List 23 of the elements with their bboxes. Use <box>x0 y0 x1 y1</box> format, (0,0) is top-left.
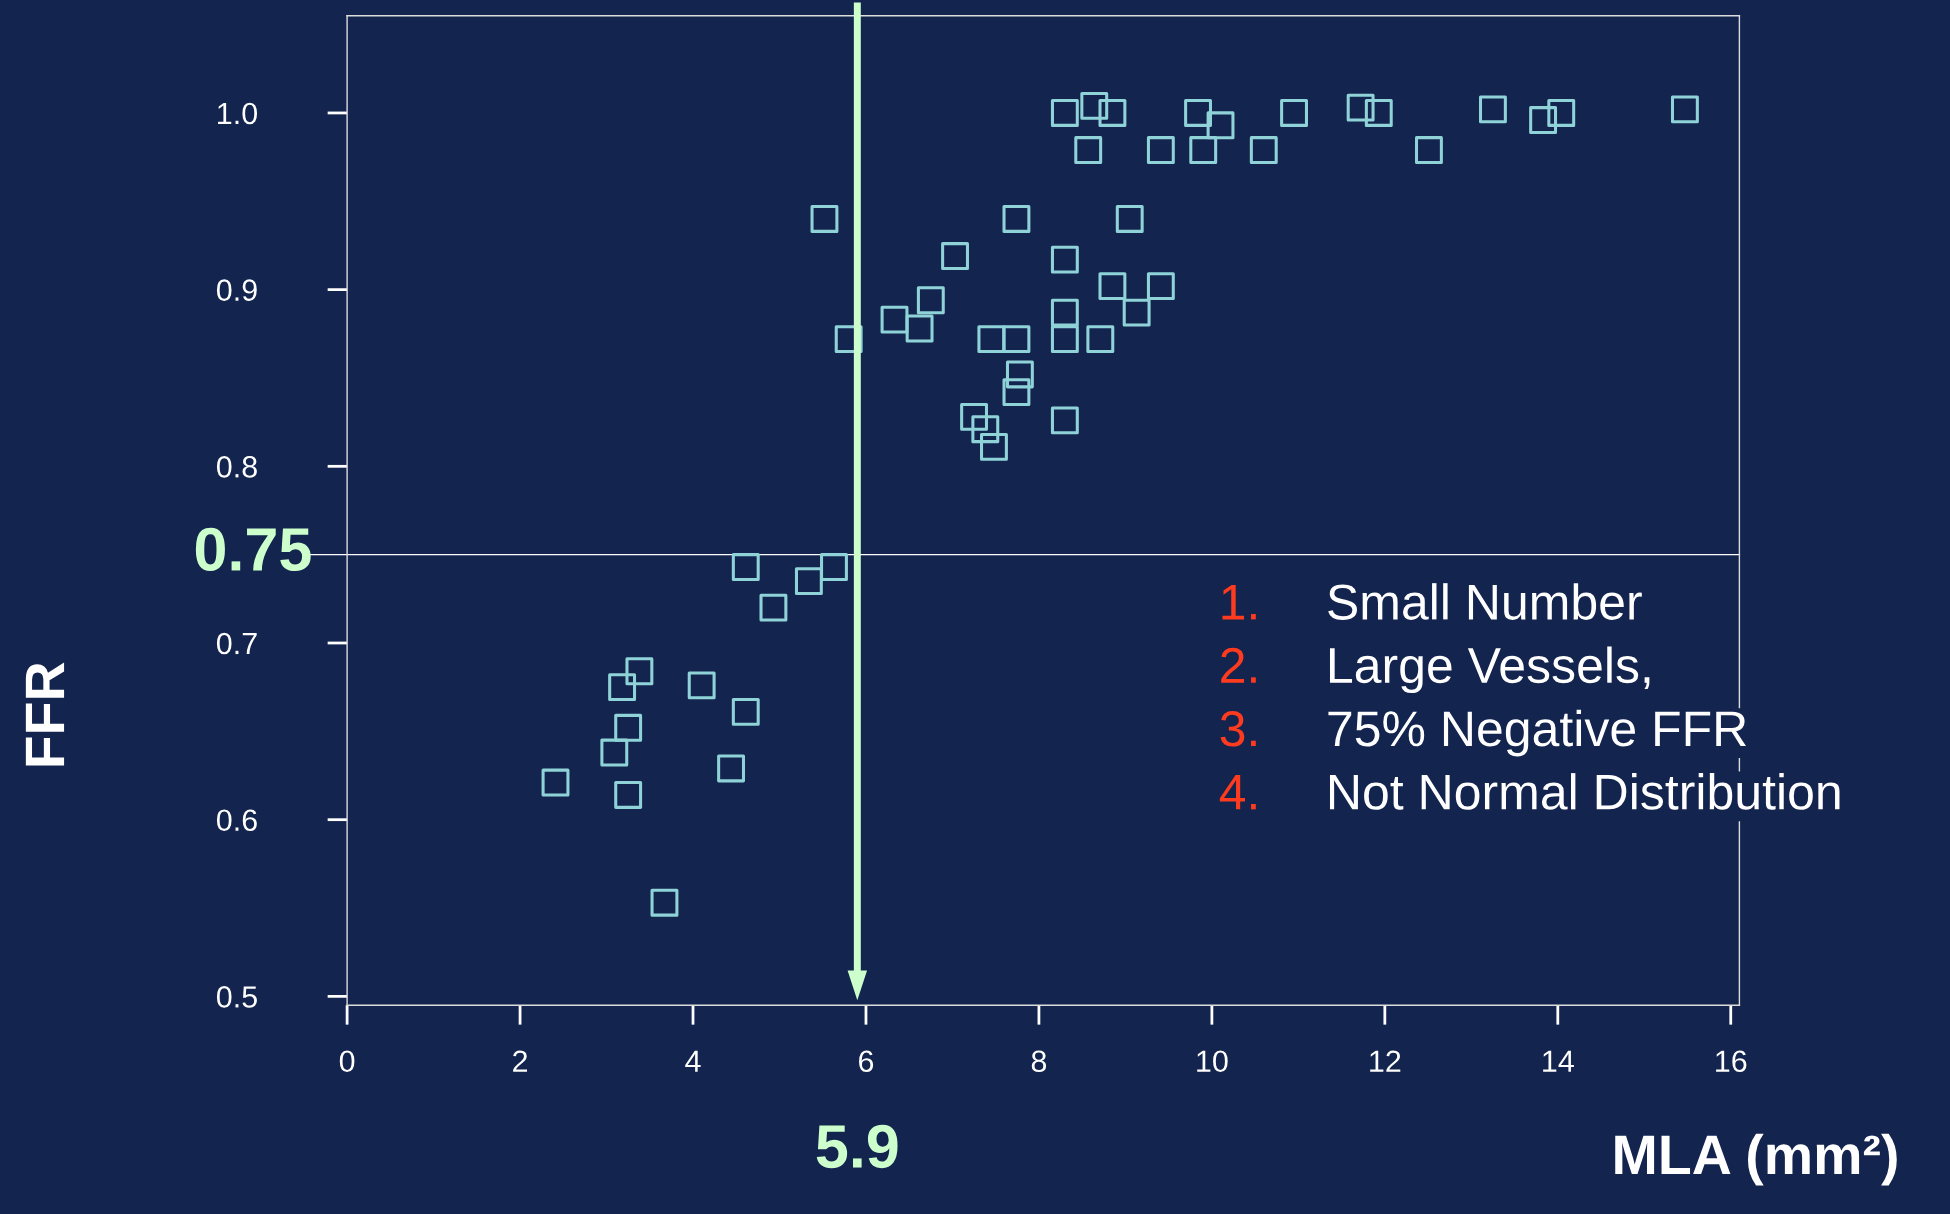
x-tick-label: 12 <box>1370 1050 1401 1072</box>
text: 3. 75% Negative FFR <box>1220 709 1746 757</box>
y-tick-label: 1.0 <box>218 102 258 125</box>
y-axis-title: FFR <box>25 662 65 766</box>
x-tick-label: 2 <box>513 1050 528 1072</box>
text: 4. Not Normal Distribution <box>1219 773 1840 810</box>
text: 1. Small Number <box>1222 583 1642 620</box>
x-tick-label: 14 <box>1543 1050 1574 1072</box>
y-tick-label: 0.6 <box>216 809 257 832</box>
x-tick-label: 10 <box>1197 1050 1228 1073</box>
y-tick-label: 0.8 <box>216 456 257 478</box>
text: 2. Large Vessels, <box>1221 646 1650 694</box>
x-tick-label: 6 <box>859 1050 874 1073</box>
y-tick-label: 0.9 <box>216 279 257 302</box>
x-tick-label: 16 <box>1716 1050 1747 1073</box>
x-axis-title: MLA (mm²) <box>1615 1133 1897 1186</box>
ref-line-label: 0.75 <box>195 527 311 572</box>
y-tick-label: 0.7 <box>216 632 257 655</box>
x-tick-label: 8 <box>1031 1050 1047 1073</box>
y-tick-label: 0.5 <box>216 986 257 1008</box>
x-tick-label: 4 <box>685 1050 701 1072</box>
ref-line-label: 5.9 <box>816 1124 898 1169</box>
x-tick-label: 0 <box>339 1050 355 1073</box>
